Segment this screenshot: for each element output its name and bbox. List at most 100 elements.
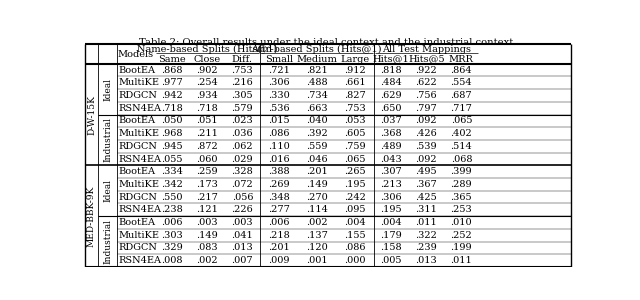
Text: Diff.: Diff. — [232, 55, 253, 64]
Text: All Test Mappings: All Test Mappings — [382, 45, 471, 54]
Text: .797: .797 — [415, 104, 437, 113]
Text: .942: .942 — [161, 91, 183, 100]
Text: Small: Small — [265, 55, 293, 64]
Text: .756: .756 — [415, 91, 437, 100]
Text: .311: .311 — [415, 205, 437, 214]
Text: Name-based Splits (Hits@1): Name-based Splits (Hits@1) — [137, 45, 278, 54]
Text: .239: .239 — [415, 243, 437, 252]
Text: .717: .717 — [451, 104, 472, 113]
Text: .029: .029 — [232, 154, 253, 164]
Text: .968: .968 — [161, 129, 183, 138]
Text: .868: .868 — [161, 66, 183, 75]
Text: .149: .149 — [196, 231, 218, 240]
Text: RSN4EA: RSN4EA — [118, 104, 161, 113]
Text: RSN4EA: RSN4EA — [118, 154, 161, 164]
Text: .872: .872 — [196, 142, 218, 151]
Text: .201: .201 — [268, 243, 290, 252]
Text: .158: .158 — [380, 243, 402, 252]
Text: MultiKE: MultiKE — [118, 78, 159, 87]
Text: .238: .238 — [161, 205, 183, 214]
Text: .065: .065 — [451, 116, 472, 125]
Text: .554: .554 — [451, 78, 472, 87]
Text: .270: .270 — [306, 193, 328, 202]
Text: Attr-based Splits (Hits@1): Attr-based Splits (Hits@1) — [252, 45, 382, 54]
Text: .367: .367 — [415, 180, 437, 189]
Text: .605: .605 — [344, 129, 365, 138]
Text: Ideal: Ideal — [103, 179, 112, 202]
Text: MultiKE: MultiKE — [118, 180, 159, 189]
Text: .902: .902 — [196, 66, 218, 75]
Text: .051: .051 — [196, 116, 218, 125]
Text: D-W-15K: D-W-15K — [87, 94, 96, 134]
Text: .259: .259 — [196, 167, 218, 176]
Text: MultiKE: MultiKE — [118, 129, 159, 138]
Text: .753: .753 — [232, 66, 253, 75]
Text: Ideal: Ideal — [103, 78, 112, 100]
Text: .001: .001 — [306, 256, 328, 265]
Text: .269: .269 — [268, 180, 290, 189]
Text: .242: .242 — [344, 193, 365, 202]
Text: .006: .006 — [268, 218, 289, 227]
Text: RDGCN: RDGCN — [118, 243, 157, 252]
Text: RDGCN: RDGCN — [118, 142, 157, 151]
Text: .629: .629 — [380, 91, 402, 100]
Text: .055: .055 — [161, 154, 183, 164]
Text: MED-BBK-9K: MED-BBK-9K — [87, 185, 96, 247]
Text: .495: .495 — [415, 167, 437, 176]
Text: .306: .306 — [380, 193, 402, 202]
Text: .650: .650 — [381, 104, 402, 113]
Text: .040: .040 — [306, 116, 328, 125]
Text: .013: .013 — [415, 256, 437, 265]
Text: .004: .004 — [344, 218, 365, 227]
Text: .120: .120 — [306, 243, 328, 252]
Text: .015: .015 — [268, 116, 290, 125]
Text: .086: .086 — [344, 243, 365, 252]
Text: .037: .037 — [380, 116, 402, 125]
Text: Medium: Medium — [296, 55, 337, 64]
Text: .226: .226 — [232, 205, 253, 214]
Text: .265: .265 — [344, 167, 365, 176]
Text: Close: Close — [194, 55, 221, 64]
Text: .011: .011 — [415, 218, 437, 227]
Text: .306: .306 — [268, 78, 290, 87]
Text: .721: .721 — [268, 66, 290, 75]
Text: .489: .489 — [380, 142, 402, 151]
Text: .002: .002 — [196, 256, 218, 265]
Text: .092: .092 — [415, 116, 437, 125]
Text: Industrial: Industrial — [103, 219, 112, 264]
Text: BootEA: BootEA — [118, 116, 156, 125]
Text: .008: .008 — [161, 256, 183, 265]
Text: .201: .201 — [306, 167, 328, 176]
Text: .254: .254 — [196, 78, 218, 87]
Text: .010: .010 — [451, 218, 472, 227]
Text: RSN4EA: RSN4EA — [118, 256, 161, 265]
Text: .687: .687 — [451, 91, 472, 100]
Text: .550: .550 — [161, 193, 183, 202]
Text: Same: Same — [159, 55, 186, 64]
Text: .536: .536 — [268, 104, 290, 113]
Text: .365: .365 — [451, 193, 472, 202]
Text: RDGCN: RDGCN — [118, 193, 157, 202]
Text: .342: .342 — [161, 180, 183, 189]
Text: .488: .488 — [306, 78, 328, 87]
Text: .922: .922 — [415, 66, 437, 75]
Text: Industrial: Industrial — [103, 118, 112, 162]
Text: .068: .068 — [451, 154, 472, 164]
Text: .003: .003 — [232, 218, 253, 227]
Text: Hits@5: Hits@5 — [408, 55, 445, 64]
Text: .253: .253 — [451, 205, 472, 214]
Text: .368: .368 — [380, 129, 402, 138]
Text: .934: .934 — [196, 91, 218, 100]
Text: .036: .036 — [232, 129, 253, 138]
Text: Models: Models — [118, 50, 154, 58]
Text: RSN4EA: RSN4EA — [118, 205, 161, 214]
Text: .818: .818 — [380, 66, 402, 75]
Text: .023: .023 — [232, 116, 253, 125]
Text: .252: .252 — [451, 231, 472, 240]
Text: .821: .821 — [306, 66, 328, 75]
Text: .977: .977 — [161, 78, 183, 87]
Text: .402: .402 — [451, 129, 472, 138]
Text: .330: .330 — [268, 91, 290, 100]
Text: .083: .083 — [196, 243, 218, 252]
Text: .016: .016 — [268, 154, 290, 164]
